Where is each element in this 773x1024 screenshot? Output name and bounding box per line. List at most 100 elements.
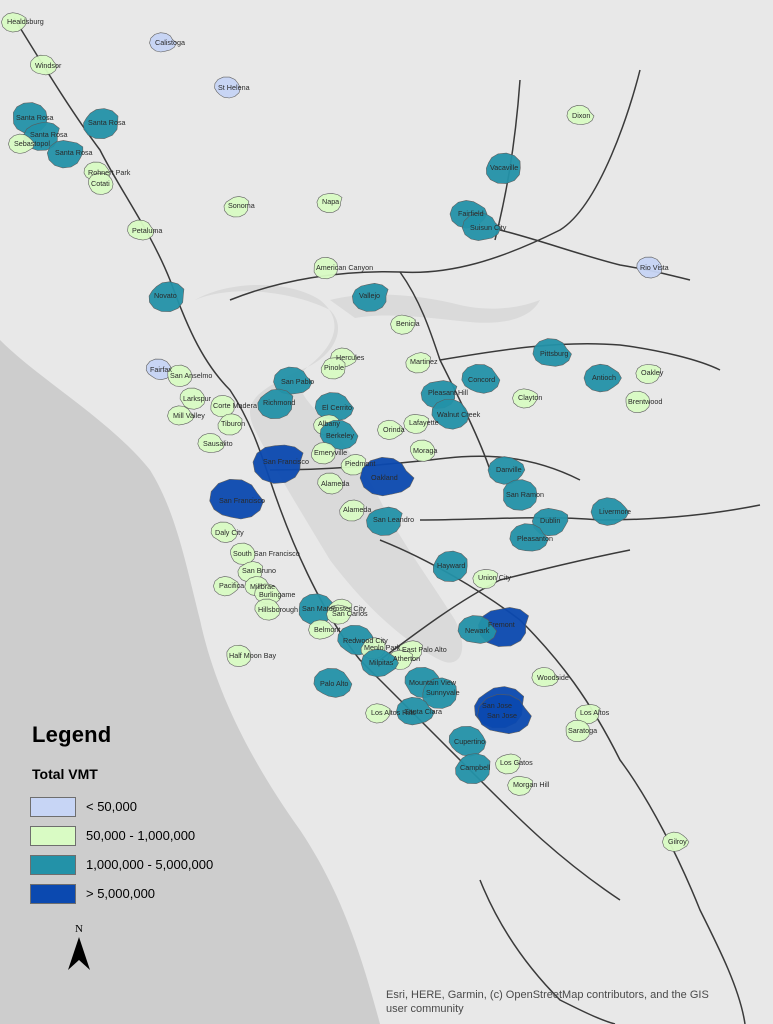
place-label: San Carlos [332, 609, 368, 618]
place-label: San Francisco [219, 496, 265, 505]
place-label: Hercules [336, 353, 365, 362]
place-label: Piedmont [345, 459, 375, 468]
city-polygon [149, 32, 177, 53]
place-label: Daly City [215, 528, 244, 537]
city-polygon [223, 196, 250, 218]
place-label: Lafayette [409, 418, 439, 427]
place-label: Albany [318, 419, 340, 428]
city-polygon [179, 387, 206, 410]
place-label: Dublin [540, 516, 560, 525]
city-polygon [326, 604, 353, 625]
place-label: Alameda [321, 479, 349, 488]
place-label: Milpitas [369, 658, 394, 667]
place-label: Richmond [263, 398, 295, 407]
city-polygon [317, 472, 344, 495]
place-label: Calistoga [155, 38, 185, 47]
city-polygon [313, 256, 339, 280]
place-labels-layer: Healdsburg Calistoga Windsor St Helena Santa… [7, 17, 687, 846]
place-label: Oakley [641, 368, 664, 377]
city-polygon [366, 506, 403, 536]
place-label: Livermore [599, 507, 631, 516]
place-label: Rohnert Park [88, 168, 131, 177]
legend-label: 50,000 - 1,000,000 [86, 828, 196, 843]
legend-row: 1,000,000 - 5,000,000 [30, 850, 250, 879]
city-polygon [88, 172, 114, 195]
city-polygon [395, 696, 435, 726]
place-label: Santa Clara [404, 707, 442, 716]
place-label: Pinole [324, 363, 344, 372]
place-label: San Jose [482, 701, 512, 710]
city-polygon [509, 523, 549, 552]
place-label: Suisun City [470, 223, 507, 232]
place-label: Healdsburg [7, 17, 44, 26]
legend-row: 50,000 - 1,000,000 [30, 821, 250, 850]
place-label: San Leandro [373, 515, 414, 524]
city-polygon [461, 212, 502, 241]
place-label: Pleasant Hill [428, 388, 468, 397]
city-polygon [590, 497, 630, 526]
highway-line [479, 879, 616, 1024]
place-label: Dixon [572, 111, 590, 120]
map-attribution: Esri, HERE, Garmin, (c) OpenStreetMap co… [386, 989, 709, 1015]
legend-swatch [30, 825, 76, 846]
place-label: Martinez [410, 357, 438, 366]
place-label: Santa Rosa [55, 148, 93, 157]
place-label: San Mateo [302, 604, 337, 613]
city-polygon [403, 413, 429, 434]
legend-label: > 5,000,000 [86, 886, 156, 901]
place-label: Sonoma [228, 201, 255, 210]
place-label: Half Moon Bay [229, 651, 277, 660]
place-label: Pittsburg [540, 349, 568, 358]
place-label: Pacifica [219, 581, 244, 590]
highway-line [379, 549, 631, 661]
city-polygon [495, 753, 521, 775]
city-polygon [531, 667, 560, 687]
legend-subtitle: Total VMT [32, 766, 98, 782]
place-label: Brentwood [628, 397, 662, 406]
place-label: Rio Vista [640, 263, 669, 272]
place-label: Fairfield [458, 209, 484, 218]
city-polygons-layer [1, 12, 690, 852]
place-label: Moraga [413, 446, 437, 455]
city-polygon [503, 479, 538, 511]
place-label: Berkeley [326, 431, 354, 440]
city-polygon [472, 569, 499, 589]
place-label: Danville [496, 465, 522, 474]
legend-label: < 50,000 [86, 799, 137, 814]
city-polygon [507, 775, 533, 796]
place-label: Corte Madera [213, 401, 257, 410]
highway-line [229, 69, 641, 301]
city-polygon [254, 598, 281, 621]
legend-panel: Legend Total VMT < 50,000 50,000 - 1,000… [30, 722, 250, 908]
city-polygon [662, 831, 690, 852]
city-polygon [455, 753, 491, 784]
legend-title: Legend [32, 722, 112, 747]
place-label: Pleasanton [517, 534, 553, 543]
place-label: Burlingame [259, 590, 295, 599]
city-polygon [273, 366, 313, 395]
place-label: San Jose [487, 711, 517, 720]
place-label: Windsor [35, 61, 62, 70]
city-polygon [316, 193, 343, 214]
place-label: Sebastopol [14, 139, 50, 148]
place-label: San Francisco [263, 457, 309, 466]
highway-line [499, 229, 691, 281]
place-label: Napa [322, 197, 339, 206]
place-label: East Palo Alto [402, 645, 447, 654]
city-polygon [252, 444, 304, 484]
city-polygon [1, 12, 28, 33]
place-label: Santa Rosa [88, 118, 126, 127]
city-polygon [360, 648, 399, 678]
place-label: Santa Rosa [30, 130, 68, 139]
city-polygon [209, 478, 264, 520]
place-label: Concord [468, 375, 495, 384]
city-polygon [197, 433, 226, 453]
city-polygon [127, 219, 155, 241]
legend-swatch [30, 796, 76, 817]
legend-label: 1,000,000 - 5,000,000 [86, 857, 214, 872]
city-polygon [635, 364, 662, 384]
place-label: Hillsborough [258, 605, 298, 614]
city-polygon [217, 413, 243, 436]
